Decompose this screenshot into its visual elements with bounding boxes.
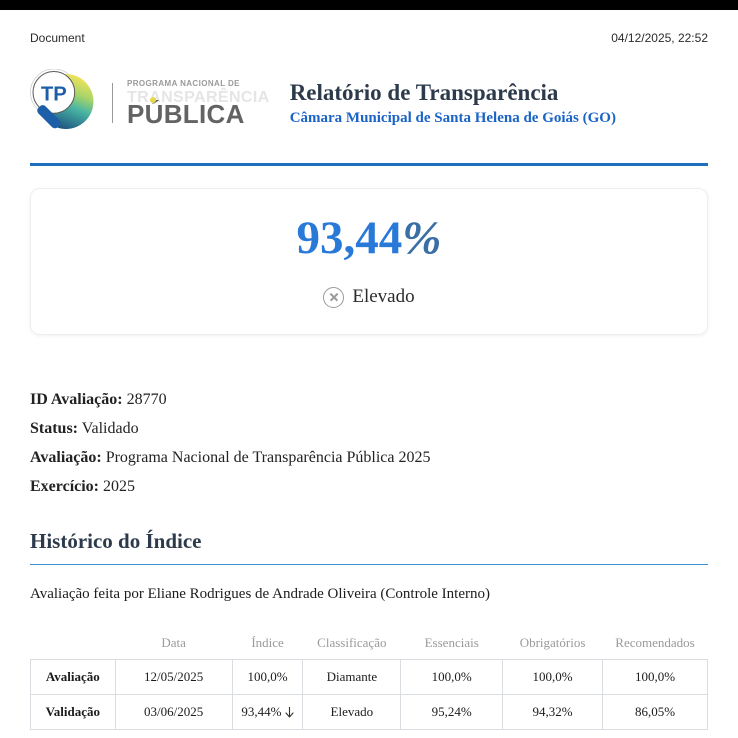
svg-text:TP: TP <box>41 84 67 106</box>
